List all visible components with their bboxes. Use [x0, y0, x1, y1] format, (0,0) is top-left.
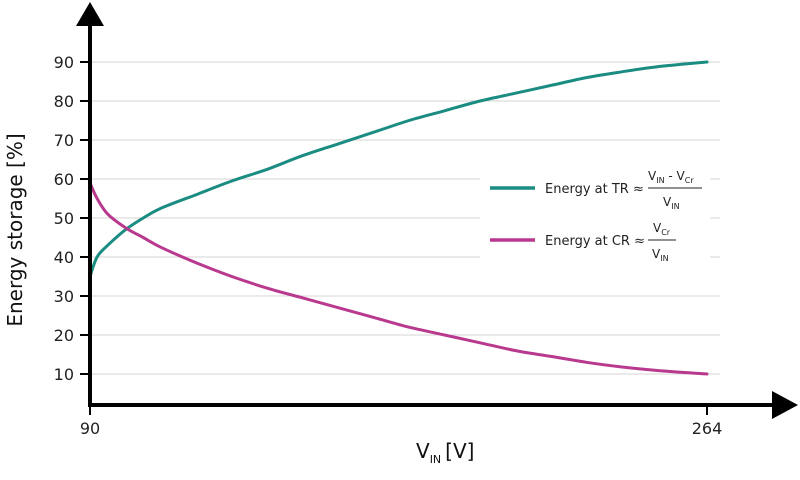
legend-label-tr: Energy at TR ≈	[545, 182, 644, 197]
legend-formula-cr-numerator: VCr	[653, 221, 671, 237]
series-line-0	[88, 60, 709, 278]
x-axis-title: VIN [V]	[416, 439, 474, 466]
y-tick-label-20: 20	[54, 326, 74, 345]
legend-formula-tr-denominator: VIN	[663, 195, 680, 211]
x-tick-label-90: 90	[80, 419, 100, 438]
y-axis-title: Energy storage [%]	[3, 133, 27, 326]
y-axis-arrow	[76, 2, 104, 26]
y-tick-label-30: 30	[54, 287, 74, 306]
legend-formula-tr-numerator: VIN - VCr	[648, 169, 694, 185]
y-tick-label-40: 40	[54, 248, 74, 267]
y-tick-label-50: 50	[54, 209, 74, 228]
y-tick-labels: 10 20 30 40 50 60 70 80 90	[54, 53, 90, 384]
x-axis-arrow	[772, 391, 798, 419]
x-axis-title-sub: IN	[430, 453, 441, 466]
legend-formula-cr-denominator: VIN	[652, 247, 669, 263]
y-tick-label-80: 80	[54, 92, 74, 111]
x-tick-labels: 90 264	[80, 405, 722, 438]
legend: Energy at TR ≈ VIN - VCr VIN Energy at C…	[480, 160, 710, 268]
legend-background	[480, 160, 710, 268]
series-lines	[88, 60, 709, 376]
y-tick-label-60: 60	[54, 170, 74, 189]
series-line-1	[88, 181, 709, 376]
grid-lines	[92, 61, 720, 375]
y-tick-label-90: 90	[54, 53, 74, 72]
x-axis-title-main: V	[416, 439, 430, 463]
y-tick-label-10: 10	[54, 365, 74, 384]
y-tick-label-70: 70	[54, 131, 74, 150]
x-axis-title-unit: [V]	[445, 439, 474, 463]
x-tick-label-264: 264	[692, 419, 723, 438]
legend-label-cr: Energy at CR ≈	[545, 234, 645, 249]
